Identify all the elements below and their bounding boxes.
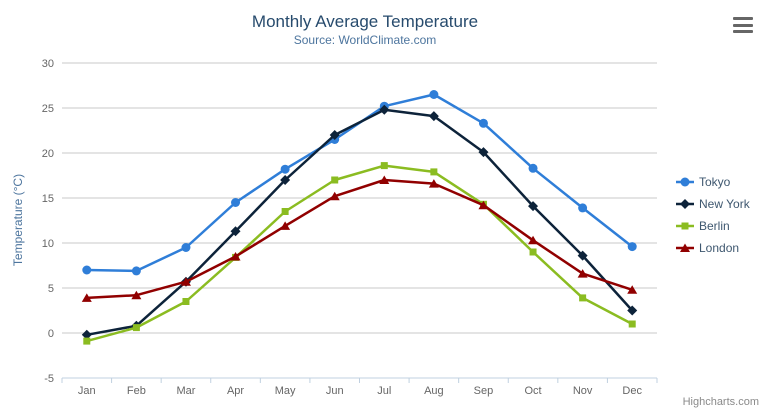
data-point-berlin[interactable] [83, 337, 91, 345]
y-axis-label: -5 [44, 373, 54, 385]
series-london [81, 175, 638, 302]
data-point-london[interactable] [280, 221, 291, 230]
data-point-new-york[interactable] [528, 201, 539, 212]
data-point-berlin[interactable] [380, 162, 388, 170]
london-series-icon [676, 243, 694, 252]
series-line-new-york [85, 108, 634, 337]
data-point-new-york[interactable] [428, 111, 439, 122]
y-axis-label: 10 [42, 238, 54, 250]
legend-item-tokyo[interactable]: Tokyo [676, 175, 750, 189]
data-point-london[interactable] [528, 235, 539, 245]
x-axis-label: Apr [227, 385, 244, 397]
y-axis-title: Temperature (°C) [11, 174, 25, 266]
x-axis-label: Jun [326, 385, 344, 397]
data-point-tokyo[interactable] [231, 198, 241, 207]
data-point-london[interactable] [627, 285, 638, 294]
y-axis-label: 20 [42, 148, 54, 160]
hamburger-icon [733, 17, 753, 20]
hamburger-icon [733, 30, 753, 33]
series-line-berlin [85, 164, 634, 343]
data-point-tokyo[interactable] [82, 265, 92, 275]
y-axis-label: 25 [42, 103, 54, 115]
data-point-london[interactable] [180, 277, 191, 286]
data-point-new-york[interactable] [280, 175, 291, 185]
x-axis-label: Sep [474, 385, 494, 397]
legend-item-new-york[interactable]: New York [676, 197, 750, 211]
data-point-berlin[interactable] [331, 176, 339, 184]
data-point-new-york[interactable] [379, 104, 390, 115]
new-york-series-icon [676, 199, 694, 209]
y-axis-label: 5 [48, 283, 54, 295]
y-axis-label: 0 [48, 328, 54, 340]
berlin-series-icon [676, 222, 694, 230]
x-axis-label: May [275, 385, 296, 397]
legend-label: New York [699, 197, 750, 211]
data-point-berlin[interactable] [430, 168, 438, 176]
series-line-london [85, 178, 634, 300]
credits-link[interactable]: Highcharts.com [682, 396, 759, 408]
data-point-london[interactable] [81, 293, 92, 302]
data-point-berlin[interactable] [132, 324, 140, 332]
x-axis-label: Feb [127, 385, 146, 397]
legend-label: London [699, 241, 740, 255]
data-point-tokyo[interactable] [627, 242, 637, 252]
data-point-tokyo[interactable] [280, 164, 290, 174]
data-point-new-york[interactable] [577, 250, 588, 261]
data-point-tokyo[interactable] [181, 243, 191, 252]
x-axis-label: Jan [78, 385, 96, 397]
series-tokyo [82, 90, 637, 276]
tokyo-series-icon [676, 177, 694, 187]
y-axis-label: 30 [42, 58, 54, 70]
data-point-london[interactable] [329, 191, 340, 201]
series-new-york [81, 104, 638, 340]
data-point-berlin[interactable] [579, 294, 587, 302]
legend-item-berlin[interactable]: Berlin [676, 219, 750, 233]
x-axis-label: Aug [424, 385, 444, 397]
data-point-tokyo[interactable] [131, 266, 141, 276]
data-point-london[interactable] [428, 179, 439, 188]
data-point-tokyo[interactable] [429, 90, 439, 99]
data-point-new-york[interactable] [329, 130, 340, 140]
x-axis-label: Nov [573, 385, 593, 397]
x-axis-label: Mar [176, 385, 195, 397]
legend-item-london[interactable]: London [676, 241, 750, 255]
context-menu-button[interactable] [730, 15, 756, 35]
data-point-berlin[interactable] [628, 320, 636, 328]
data-point-london[interactable] [577, 269, 588, 278]
x-axis-label: Jul [377, 385, 391, 397]
data-point-berlin[interactable] [182, 298, 190, 305]
data-point-london[interactable] [230, 252, 241, 261]
data-point-london[interactable] [379, 175, 390, 185]
series-line-tokyo [85, 93, 634, 273]
chart-title: Monthly Average Temperature [251, 12, 479, 31]
data-point-berlin[interactable] [529, 248, 537, 256]
data-point-tokyo[interactable] [528, 163, 538, 173]
y-axis-label: 15 [42, 193, 54, 205]
legend-label: Berlin [699, 219, 730, 233]
data-point-berlin[interactable] [281, 208, 289, 215]
legend-label: Tokyo [699, 175, 731, 189]
x-axis-label: Oct [524, 385, 541, 397]
hamburger-icon [733, 23, 753, 27]
data-point-new-york[interactable] [81, 329, 92, 340]
data-point-tokyo[interactable] [578, 203, 588, 213]
data-point-london[interactable] [478, 200, 489, 210]
data-point-london[interactable] [131, 290, 142, 300]
data-point-new-york[interactable] [230, 226, 241, 237]
legend: Tokyo New York Berlin London [676, 175, 750, 263]
x-axis-label: Dec [622, 385, 642, 397]
data-point-new-york[interactable] [478, 147, 489, 158]
chart-subtitle: Source: WorldClimate.com [293, 33, 437, 47]
data-point-tokyo[interactable] [478, 118, 488, 128]
data-point-new-york[interactable] [627, 305, 638, 316]
